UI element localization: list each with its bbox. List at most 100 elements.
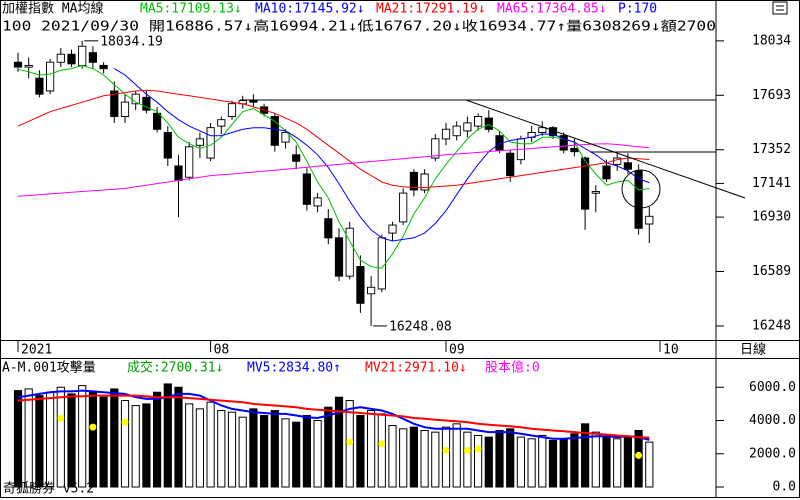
candle-body-fill [207, 128, 214, 158]
volume-bar [131, 405, 140, 488]
candle-body [367, 286, 376, 295]
volume-bar [163, 383, 172, 488]
volume-bar [538, 434, 547, 488]
volume-bar [260, 415, 269, 488]
candle-body [163, 131, 172, 159]
volume-bar [474, 434, 483, 488]
candle-body [591, 191, 600, 194]
candle-body [645, 215, 654, 225]
volume-bar [356, 415, 365, 488]
legend-entry: 成交:2700.31↓ [127, 360, 223, 376]
y-tick-label: 16589 [752, 264, 791, 279]
candle-body [399, 192, 408, 223]
drawings [240, 99, 716, 209]
volume-bar [527, 438, 536, 488]
candle-body [99, 64, 108, 70]
x-tick-label: 09 [449, 343, 465, 358]
candle-body-fill [196, 139, 203, 145]
volume-bar [35, 395, 44, 488]
volume-bar [249, 408, 258, 488]
volume-bar [334, 396, 344, 488]
candle-body [13, 61, 23, 68]
candle-body-fill [614, 158, 621, 164]
signal-dot [346, 438, 354, 446]
volume-bar [613, 438, 622, 488]
candle-body [270, 116, 279, 146]
volume-bar [409, 426, 418, 488]
trend-line [465, 99, 746, 199]
annotation-label: 18034.19 [100, 34, 163, 49]
y-tick-label: 17352 [752, 142, 791, 157]
volume-bar [399, 428, 408, 488]
candle-body-fill [400, 193, 407, 222]
x-tick-label: 2021 [21, 343, 52, 358]
volume-bar [645, 441, 654, 488]
volume-bar [516, 436, 525, 488]
y-tick-label: 17693 [752, 88, 791, 103]
volume-bar [570, 433, 579, 488]
candle-body-fill [453, 126, 460, 136]
candle-body-fill [592, 192, 599, 193]
volume-bar [292, 421, 301, 488]
y-tick-label: 16248 [752, 318, 791, 333]
candle-body-fill [646, 216, 653, 224]
footer: 奇狐勝券 v5.2 [3, 481, 94, 497]
candle-body [217, 119, 226, 127]
candle-body [345, 227, 354, 277]
volume-bar [217, 410, 226, 488]
candle-body-fill [464, 123, 471, 131]
candle-body [452, 125, 461, 137]
volume-bar [56, 386, 65, 488]
legend-entry: MA21:17291.19↓ [376, 2, 486, 17]
chart-title: A-M.001攻擊量 [2, 360, 96, 376]
volume-bar [88, 391, 98, 488]
candle-body-fill [368, 287, 375, 294]
legend-extra: P:170 [618, 2, 657, 17]
candle-body [324, 218, 333, 239]
volume-bar [24, 388, 33, 488]
candle-body-fill [47, 62, 54, 91]
volume-bar [559, 438, 568, 488]
volume-bar [142, 403, 151, 488]
candle-body [602, 165, 611, 180]
volume-bar [591, 431, 600, 488]
candle-body [506, 152, 515, 177]
signal-dot [635, 451, 643, 459]
candle-body [538, 127, 547, 133]
candle-body [431, 138, 440, 159]
signal-dot [57, 414, 65, 422]
candle-body-fill [25, 65, 32, 67]
volume-bar [602, 436, 611, 488]
candle-body [120, 101, 130, 118]
y-tick-label: 6000.0 [749, 380, 796, 395]
candle-body [409, 171, 418, 191]
volume-bar [46, 391, 55, 488]
volume-bar [506, 428, 515, 488]
volume-bar [174, 386, 183, 488]
volume-bar [441, 426, 451, 488]
candle-body [292, 154, 301, 162]
candle-body-fill [475, 117, 482, 126]
candle-body [67, 53, 76, 65]
signal-dot [121, 418, 129, 426]
volume-bar [78, 385, 87, 488]
candle-body [35, 77, 44, 95]
candle-body-fill [389, 225, 396, 233]
volume-bar [367, 410, 376, 488]
menu-icon[interactable] [772, 1, 788, 15]
signal-dot [442, 446, 450, 454]
y-tick-label: 17141 [752, 176, 791, 191]
mv-line [17, 389, 650, 441]
candle-body-fill [79, 46, 86, 65]
highlight-circle [621, 169, 661, 209]
volume-bar [581, 423, 590, 488]
candle-body [388, 224, 397, 234]
chart-title: 加權指數 MA均線 [2, 1, 103, 17]
y-tick-label: 4000.0 [749, 413, 796, 428]
candle-body [484, 117, 493, 130]
volume-bar [484, 436, 493, 488]
volume-bar [452, 423, 461, 488]
y-tick-label: 18034 [752, 33, 791, 48]
candle-body [142, 96, 151, 111]
